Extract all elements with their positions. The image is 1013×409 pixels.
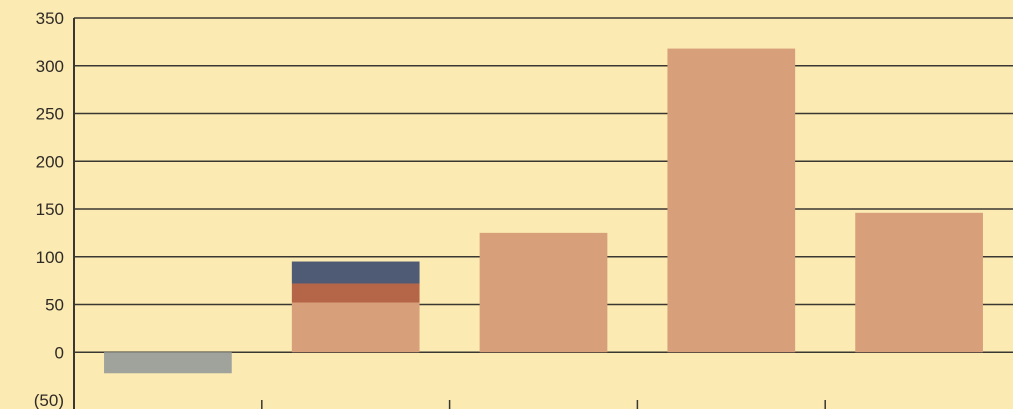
y-tick-label: 0: [55, 343, 64, 362]
bar-segment: [291, 283, 420, 303]
bar-segment: [855, 212, 983, 353]
y-tick-label: 50: [45, 296, 64, 315]
bar-segment: [667, 48, 796, 353]
bar-segment: [104, 352, 232, 374]
bars: [104, 48, 983, 374]
y-tick-label: 250: [36, 105, 64, 124]
x-axis-ticks: [261, 400, 826, 409]
bar-segment: [291, 261, 420, 284]
y-axis-tick-labels: 350 300 250 200 150 100 50 0 (50): [34, 9, 64, 409]
y-tick-label: (50): [34, 391, 64, 409]
y-tick-label: 200: [36, 152, 64, 171]
bar-segment: [291, 302, 420, 353]
y-tick-label: 350: [36, 9, 64, 28]
y-tick-label: 300: [36, 57, 64, 76]
y-tick-label: 100: [36, 248, 64, 267]
y-tick-label: 150: [36, 200, 64, 219]
bar-segment: [479, 232, 608, 353]
